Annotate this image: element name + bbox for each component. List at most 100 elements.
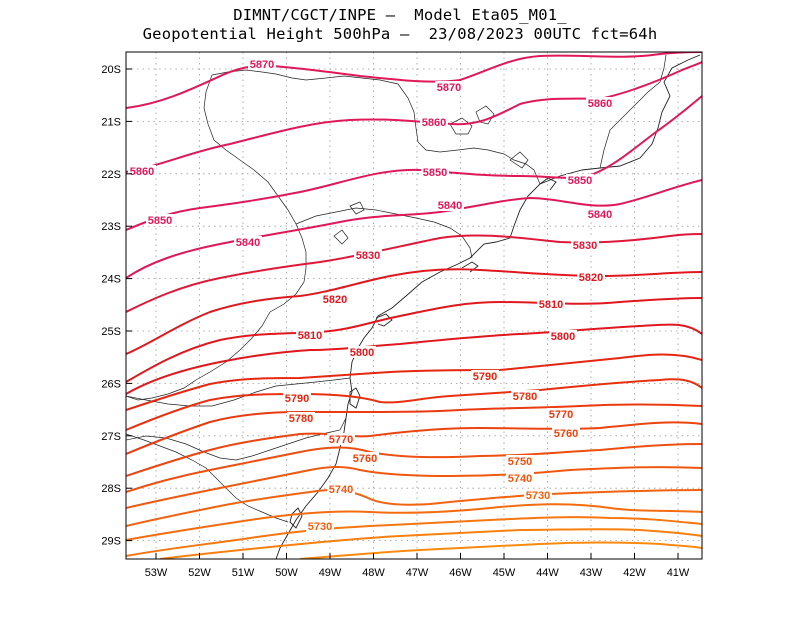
coastline bbox=[126, 54, 701, 559]
contour-5850 bbox=[126, 95, 702, 231]
x-tick-label: 46W bbox=[449, 567, 472, 579]
contour-label: 5860 bbox=[588, 98, 612, 110]
contour-5780 bbox=[126, 378, 702, 431]
contour-label-bg bbox=[435, 81, 463, 93]
x-tick-label: 53W bbox=[145, 567, 168, 579]
contour-label: 5830 bbox=[356, 250, 380, 262]
contour-5710 bbox=[126, 516, 702, 557]
x-tick-label: 41W bbox=[667, 567, 690, 579]
contour-label-bg bbox=[552, 427, 580, 439]
x-tick-label: 49W bbox=[319, 567, 342, 579]
contour-label: 5740 bbox=[508, 473, 532, 485]
x-tick-label: 52W bbox=[188, 567, 211, 579]
reservoir-2 bbox=[475, 105, 495, 125]
y-tick-label: 25S bbox=[101, 326, 121, 338]
contour-label: 5870 bbox=[437, 82, 461, 94]
x-tick-label: 47W bbox=[406, 567, 429, 579]
contour-5770 bbox=[126, 403, 702, 455]
border-mg-es bbox=[599, 54, 667, 169]
reservoir-3 bbox=[509, 151, 529, 169]
contour-label-bg bbox=[511, 390, 539, 402]
contour-label-bg bbox=[321, 293, 349, 305]
contour-label-bg bbox=[296, 329, 324, 341]
contour-label: 5730 bbox=[308, 521, 332, 533]
contour-label: 5840 bbox=[236, 237, 260, 249]
x-axis: 53W 52W 51W 50W 49W 48W 47W 46W 45W 44W 43W 42W 41W bbox=[145, 553, 690, 579]
reservoir-4 bbox=[333, 229, 349, 245]
island-florianopolis bbox=[349, 387, 361, 409]
x-tick-label: 45W bbox=[493, 567, 516, 579]
contour-5700 bbox=[159, 528, 702, 559]
contour-5830 bbox=[126, 233, 702, 313]
contour-label-bg bbox=[351, 452, 379, 464]
contour-label-bg bbox=[436, 199, 464, 211]
x-tick-label: 43W bbox=[580, 567, 603, 579]
y-tick-label: 26S bbox=[101, 378, 121, 390]
contour-label: 5830 bbox=[573, 240, 597, 252]
contour-label-bg bbox=[146, 214, 174, 226]
contour-5870 bbox=[126, 52, 702, 109]
contour-label-bg bbox=[537, 298, 565, 310]
contour-label: 5810 bbox=[539, 299, 563, 311]
contour-label: 5820 bbox=[579, 272, 603, 284]
y-tick-label: 20S bbox=[101, 64, 121, 76]
gridlines bbox=[126, 52, 702, 559]
contour-label-bg bbox=[421, 166, 449, 178]
plot-frame bbox=[125, 51, 703, 560]
lagoon-patos bbox=[289, 507, 303, 529]
contour-5760 bbox=[126, 421, 702, 477]
chart-title-line1: DIMNT/CGCT/INPE – Model Eta05_M01_ bbox=[233, 6, 567, 24]
contour-label-bg bbox=[306, 520, 334, 532]
border-sp-pr bbox=[295, 207, 473, 259]
contour-label: 5810 bbox=[298, 330, 322, 342]
contour-5840 bbox=[126, 179, 702, 279]
reservoir-1 bbox=[449, 117, 473, 135]
contour-label: 5860 bbox=[422, 117, 446, 129]
bay-guanabara bbox=[539, 177, 557, 191]
contour-label: 5770 bbox=[329, 434, 353, 446]
contour-label: 5860 bbox=[130, 166, 154, 178]
contour-label-bg bbox=[420, 116, 448, 128]
contour-label-bg bbox=[234, 236, 262, 248]
x-tick-label: 48W bbox=[362, 567, 385, 579]
contour-5790 bbox=[126, 353, 702, 411]
y-tick-label: 21S bbox=[101, 116, 121, 128]
contour-label: 5780 bbox=[513, 391, 537, 403]
contour-label: 5820 bbox=[323, 294, 347, 306]
contour-label-bg bbox=[524, 489, 552, 501]
contour-label-bg bbox=[327, 483, 355, 495]
border-argentina bbox=[126, 433, 289, 523]
contour-5740 bbox=[126, 466, 702, 509]
contour-label: 5790 bbox=[285, 393, 309, 405]
y-tick-label: 22S bbox=[101, 169, 121, 181]
y-tick-label: 27S bbox=[101, 431, 121, 443]
contour-label-bg bbox=[248, 58, 276, 70]
contour-label-bg bbox=[471, 370, 499, 382]
border-ms-sp bbox=[203, 74, 297, 225]
x-tick-label: 51W bbox=[232, 567, 255, 579]
reservoir-5 bbox=[349, 201, 365, 215]
contour-label: 5760 bbox=[353, 453, 377, 465]
bay-paranagua bbox=[375, 313, 393, 327]
contour-label: 5740 bbox=[329, 484, 353, 496]
contour-label: 5800 bbox=[350, 347, 374, 359]
border-mg-sp bbox=[211, 69, 541, 185]
x-tick-label: 42W bbox=[623, 567, 646, 579]
contour-label-bg bbox=[571, 239, 599, 251]
contour-label: 5870 bbox=[250, 59, 274, 71]
y-axis: 20S 21S 22S 23S 24S 25S 26S 27S 28S 29S bbox=[101, 64, 132, 548]
contour-label-bg bbox=[586, 97, 614, 109]
contour-label-bg bbox=[348, 346, 376, 358]
contour-label: 5840 bbox=[438, 200, 462, 212]
contour-label: 5760 bbox=[554, 428, 578, 440]
contour-label-bg bbox=[506, 455, 534, 467]
chart-title-line2: Geopotential Height 500hPa – 23/08/2023 … bbox=[142, 25, 658, 43]
contour-5720 bbox=[126, 503, 702, 541]
contour-label-bg bbox=[128, 165, 156, 177]
contour-label-bg bbox=[283, 392, 311, 404]
contour-label: 5850 bbox=[148, 215, 172, 227]
y-tick-label: 23S bbox=[101, 221, 121, 233]
contour-label: 5790 bbox=[473, 371, 497, 383]
contour-label-bg bbox=[586, 208, 614, 220]
